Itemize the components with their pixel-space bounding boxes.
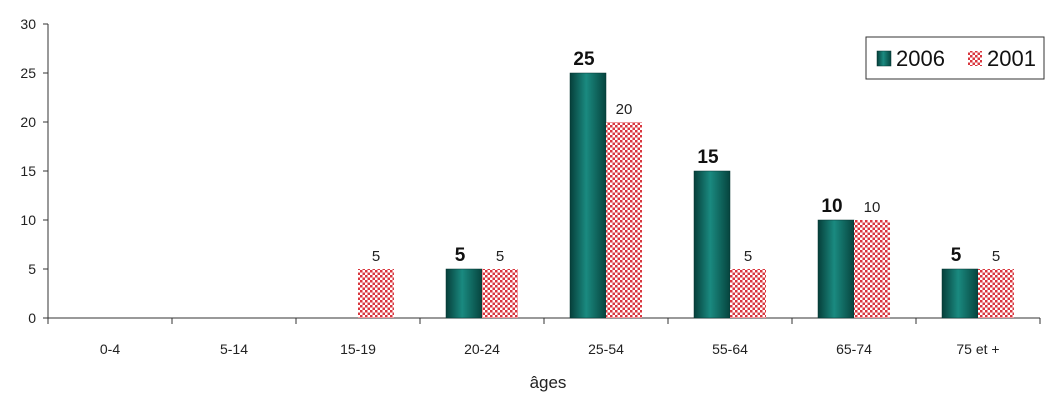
y-tick-label: 5 xyxy=(28,261,36,277)
x-tick-label: 15-19 xyxy=(340,341,376,357)
bar-2006-25-54 xyxy=(569,72,607,319)
data-label-2001: 20 xyxy=(616,101,633,118)
x-tick-label: 5-14 xyxy=(220,341,248,357)
data-label-2006: 5 xyxy=(455,245,466,266)
data-label-2006: 15 xyxy=(697,147,719,168)
data-labels: 5 25 15 10 5 5 5 20 5 10 5 xyxy=(372,49,1000,266)
data-label-2006: 10 xyxy=(821,196,842,217)
y-tick-label: 15 xyxy=(20,163,36,179)
x-tick-label: 20-24 xyxy=(464,341,500,357)
bar-2001-75 et + xyxy=(978,269,1014,318)
bar-2006-20-24 xyxy=(445,268,483,319)
legend-swatch-2001 xyxy=(968,51,982,66)
data-label-2001: 5 xyxy=(496,248,504,265)
bar-2001-55-64 xyxy=(730,269,766,318)
bar-2006-55-64 xyxy=(693,170,731,319)
bar-2001-65-74 xyxy=(854,220,890,318)
bar-2001-25-54 xyxy=(606,122,642,318)
legend-box xyxy=(865,36,1045,80)
y-tick-label: 10 xyxy=(20,212,36,228)
data-label-2001: 5 xyxy=(372,248,380,265)
bar-2006-65-74 xyxy=(817,219,855,319)
bars xyxy=(358,72,1014,319)
y-axis-ticks: 0 5 10 15 20 25 30 xyxy=(20,16,48,326)
x-tick-label: 25-54 xyxy=(588,341,624,357)
legend-label-2006: 2006 xyxy=(896,46,945,71)
y-tick-label: 25 xyxy=(20,65,36,81)
x-tick-label: 75 et + xyxy=(956,341,999,357)
bar-2001-15-19 xyxy=(358,269,394,318)
data-label-2006: 5 xyxy=(951,245,962,266)
bar-2001-20-24 xyxy=(482,269,518,318)
data-label-2001: 5 xyxy=(992,248,1000,265)
x-tick-label: 55-64 xyxy=(712,341,748,357)
x-tick-label: 65-74 xyxy=(836,341,872,357)
data-label-2001: 10 xyxy=(864,199,881,216)
bar-2006-75 et + xyxy=(941,268,979,319)
x-axis-label: âges xyxy=(530,373,567,392)
y-tick-label: 0 xyxy=(28,310,36,326)
y-tick-label: 30 xyxy=(20,16,36,32)
x-tick-label: 0-4 xyxy=(100,341,120,357)
data-label-2006: 25 xyxy=(573,49,595,70)
data-label-2001: 5 xyxy=(744,248,752,265)
legend: 2006 2001 xyxy=(865,36,1045,80)
legend-label-2001: 2001 xyxy=(987,46,1036,71)
y-tick-label: 20 xyxy=(20,114,36,130)
legend-swatch-2006 xyxy=(876,50,892,67)
x-axis-ticks: 0-4 5-14 15-19 20-24 25-54 55-64 65-74 75 et + xyxy=(47,318,1041,357)
